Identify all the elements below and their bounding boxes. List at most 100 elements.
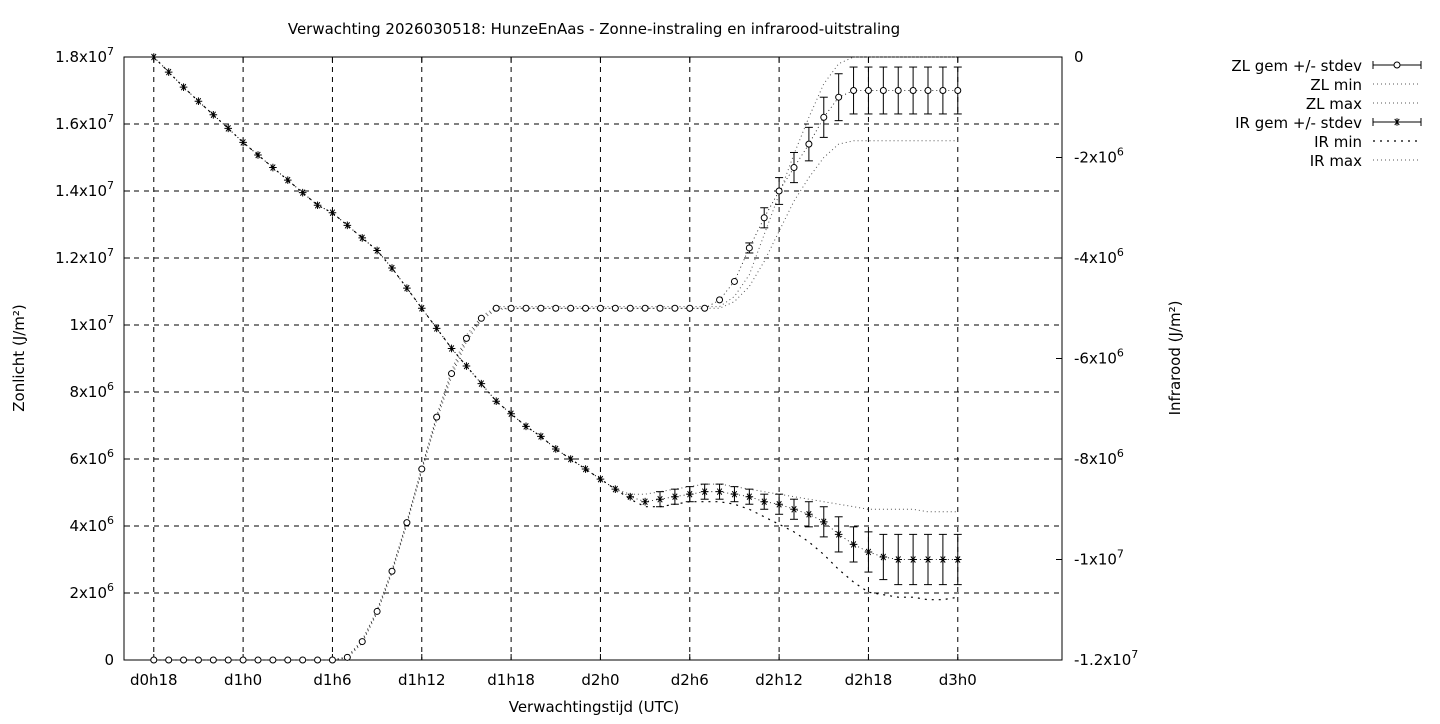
ir-data-point: [894, 555, 903, 564]
chart-title: Verwachting 2026030518: HunzeEnAas - Zon…: [288, 20, 900, 38]
zl-data-point: [775, 187, 783, 195]
y-tick-label-left: 0: [104, 651, 114, 669]
ir-data-point: [164, 68, 173, 76]
ir-data-point: [641, 497, 649, 506]
ir-data-point: [313, 201, 322, 210]
x-tick-label: d0h18: [130, 671, 178, 689]
y-tick-label-left: 1.4x107: [55, 179, 114, 200]
zl-data-point: [477, 314, 485, 322]
x-tick-label: d3h0: [939, 671, 977, 689]
grid-layer: [124, 57, 1062, 660]
ir-data-point: [537, 432, 545, 441]
x-tick-label: d2h6: [671, 671, 709, 689]
zl-data-point: [269, 656, 277, 664]
zl-data-point: [343, 653, 351, 661]
x-tick-label: d2h0: [581, 671, 619, 689]
ir-data-point: [745, 492, 754, 501]
ir-data-point: [805, 510, 813, 519]
x-tick-label: d2h12: [755, 671, 803, 689]
zl-data-point: [552, 304, 560, 312]
legend-label: ZL gem +/- stdev: [1231, 57, 1362, 75]
ir-data-point: [626, 492, 635, 501]
zl-data-point: [328, 656, 336, 664]
y-tick-label-left: 6x106: [69, 447, 114, 468]
ir-data-point: [254, 151, 262, 159]
zl-data-point: [835, 93, 843, 101]
ir-data-point: [551, 445, 560, 453]
ir-data-point: [283, 176, 292, 184]
ir-data-point: [566, 455, 575, 463]
ir-data-point: [417, 304, 426, 313]
zl-data-point: [701, 304, 709, 312]
zl-data-point: [165, 656, 173, 664]
y-tick-label-left: 1.6x107: [55, 112, 114, 133]
x-axis-title: Verwachtingstijd (UTC): [509, 698, 680, 716]
zl-data-point: [209, 656, 217, 664]
legend-label: IR gem +/- stdev: [1235, 114, 1362, 132]
ir-data-point: [343, 221, 352, 230]
ir-data-point: [224, 124, 233, 133]
zl-data-point: [671, 304, 679, 312]
ir-data-point: [269, 163, 277, 172]
ir-data-point: [373, 246, 381, 255]
ir-data-point: [462, 362, 471, 370]
y-tick-label-right: -4x106: [1074, 246, 1124, 267]
zl-data-point: [626, 304, 634, 312]
ir-data-point: [477, 379, 486, 388]
x-tick-label: d2h18: [845, 671, 893, 689]
ir-min-line: [153, 56, 958, 601]
y-tick-label-right: -1x107: [1074, 548, 1124, 569]
zl-data-point: [194, 656, 202, 664]
zl-data-point: [909, 87, 917, 94]
zl-data-point: [760, 214, 768, 222]
zl-mean-line: [153, 90, 958, 661]
zl-data-point: [656, 304, 664, 312]
zl-data-point: [641, 304, 649, 312]
ir-data-point: [179, 83, 188, 91]
ir-max-line: [153, 56, 958, 513]
zl-data-point: [522, 304, 530, 312]
legend-sample-ir-marker: [1393, 118, 1401, 126]
zl-data-point: [745, 244, 753, 252]
zl-data-point: [150, 656, 158, 664]
zl-data-point: [582, 304, 590, 312]
zl-data-point: [462, 334, 470, 342]
y-tick-label-right: -2x106: [1074, 146, 1124, 167]
ir-data-point: [149, 53, 158, 61]
ir-data-point: [715, 487, 724, 496]
y-tick-label-left: 1x107: [69, 313, 114, 334]
ir-data-point: [909, 555, 917, 564]
ir-data-point: [924, 555, 932, 564]
ir-data-point: [522, 422, 530, 431]
zl-data-point: [864, 87, 872, 94]
y-axis-title-left: Zonlicht (J/m²): [10, 304, 28, 412]
ir-data-point: [298, 188, 307, 197]
series-layer: [149, 53, 962, 664]
y-tick-label-right: -8x106: [1074, 447, 1124, 468]
ir-data-point: [328, 208, 337, 217]
ir-data-point: [953, 555, 962, 564]
zl-data-point: [254, 656, 262, 664]
zl-data-point: [567, 304, 575, 312]
zl-data-point: [611, 304, 619, 312]
zl-data-point: [180, 656, 188, 664]
ir-data-point: [432, 324, 441, 333]
ir-data-point: [358, 234, 367, 242]
zl-data-point: [596, 304, 604, 312]
zl-data-point: [314, 656, 322, 664]
zl-data-point: [433, 413, 441, 421]
zl-data-point: [894, 87, 902, 94]
legend-label: ZL max: [1306, 95, 1362, 113]
ir-data-point: [834, 530, 843, 539]
y-tick-label-left: 4x106: [69, 514, 114, 535]
zl-data-point: [790, 164, 798, 172]
zl-data-point: [299, 656, 307, 664]
ir-data-point: [849, 540, 858, 549]
plot-frame: [123, 56, 1063, 661]
zl-data-point: [939, 87, 947, 94]
zl-data-point: [537, 304, 545, 312]
zl-data-point: [716, 296, 724, 304]
zl-data-point: [358, 638, 366, 646]
zl-min-line: [153, 140, 958, 661]
